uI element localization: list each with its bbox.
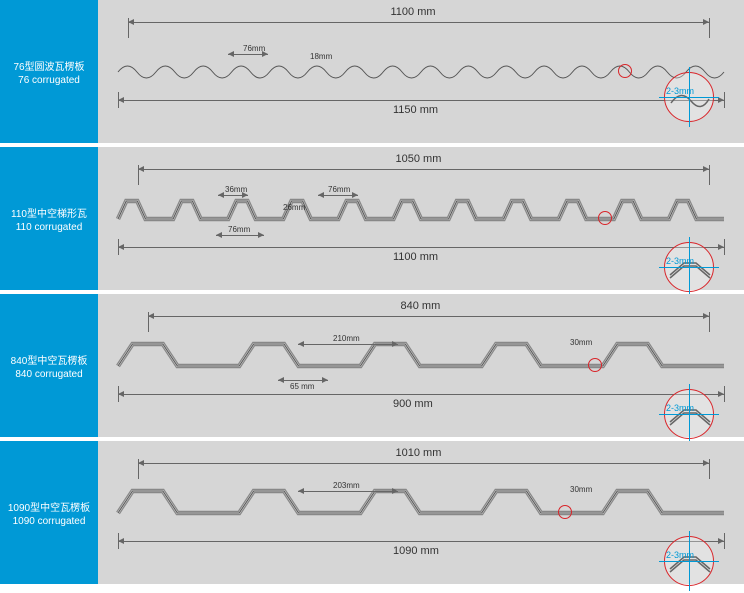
label-en: 840 corrugated bbox=[15, 369, 82, 380]
pitch-dim: 210mm bbox=[333, 334, 360, 343]
p2-dim: 76mm bbox=[328, 185, 350, 194]
panel-label: 840型中空瓦楞板 840 corrugated bbox=[0, 294, 98, 437]
label-en: 76 corrugated bbox=[18, 75, 80, 86]
thickness: 2-3mm bbox=[666, 256, 694, 266]
label-cn: 76型圆波瓦楞板 bbox=[13, 58, 84, 73]
diagram-area: 1010 mm 1090 mm 203mm 30mm 2-3mm bbox=[98, 441, 744, 584]
p2-dim: 65 mm bbox=[290, 382, 314, 391]
top-width: 840 mm bbox=[401, 300, 441, 312]
label-cn: 840型中空瓦楞板 bbox=[11, 352, 88, 367]
detail-marker-icon bbox=[598, 211, 612, 225]
diagram-area: 1050 mm1100 mm36mm76mm26mm76mm2-3mm bbox=[98, 147, 744, 290]
label-cn: 110型中空梯形瓦 bbox=[11, 205, 87, 220]
height-dim: 26mm bbox=[283, 203, 305, 212]
bot-width: 1150 mm bbox=[393, 104, 438, 116]
bot-width: 1090 mm bbox=[393, 545, 439, 557]
panel-row: 840型中空瓦楞板 840 corrugated 840 mm 900 mm 210m… bbox=[0, 294, 744, 437]
label-en: 110 corrugated bbox=[16, 222, 83, 233]
diagram-area: 1100 mm1150 mm76mm18mm2-3mm bbox=[98, 0, 744, 143]
bot-dim-line bbox=[118, 100, 724, 101]
pitch-dim: 76mm bbox=[228, 225, 250, 234]
thickness: 2-3mm bbox=[666, 403, 694, 413]
thickness: 2-3mm bbox=[666, 550, 694, 560]
top-width: 1100 mm bbox=[391, 6, 436, 18]
detail-marker-icon bbox=[558, 505, 572, 519]
label-cn: 1090型中空瓦楞板 bbox=[8, 499, 90, 514]
bot-dim-line bbox=[118, 247, 724, 248]
label-en: 1090 corrugated bbox=[13, 516, 86, 527]
bot-dim-line bbox=[118, 394, 724, 395]
panel-label: 110型中空梯形瓦 110 corrugated bbox=[0, 147, 98, 290]
panel-label: 1090型中空瓦楞板 1090 corrugated bbox=[0, 441, 98, 584]
height-dim: 30mm bbox=[570, 485, 592, 494]
thickness: 2-3mm bbox=[666, 86, 694, 96]
panel-row: 76型圆波瓦楞板76 corrugated 1100 mm1150 mm76mm… bbox=[0, 0, 744, 143]
bot-width: 900 mm bbox=[393, 398, 433, 410]
top-dim-line bbox=[128, 22, 709, 23]
top-width: 1010 mm bbox=[396, 447, 442, 459]
pitch-dim: 203mm bbox=[333, 481, 360, 490]
panel-row: 1090型中空瓦楞板 1090 corrugated 1010 mm 1090 mm… bbox=[0, 441, 744, 584]
top-width: 1050 mm bbox=[396, 153, 442, 165]
top-dim-line bbox=[138, 169, 709, 170]
detail-marker-icon bbox=[588, 358, 602, 372]
diagram-area: 840 mm 900 mm 210mm 30mm 65 mm 2-3mm bbox=[98, 294, 744, 437]
bot-dim-line bbox=[118, 541, 724, 542]
bot-width: 1100 mm bbox=[393, 251, 438, 263]
top-dim-line bbox=[138, 463, 709, 464]
panel-row: 110型中空梯形瓦110 corrugated 1050 mm1100 mm36… bbox=[0, 147, 744, 290]
detail-marker-icon bbox=[618, 64, 632, 78]
height-dim: 18mm bbox=[310, 52, 332, 61]
top-dim-line bbox=[148, 316, 709, 317]
panel-label: 76型圆波瓦楞板 76 corrugated bbox=[0, 0, 98, 143]
height-dim: 30mm bbox=[570, 338, 592, 347]
